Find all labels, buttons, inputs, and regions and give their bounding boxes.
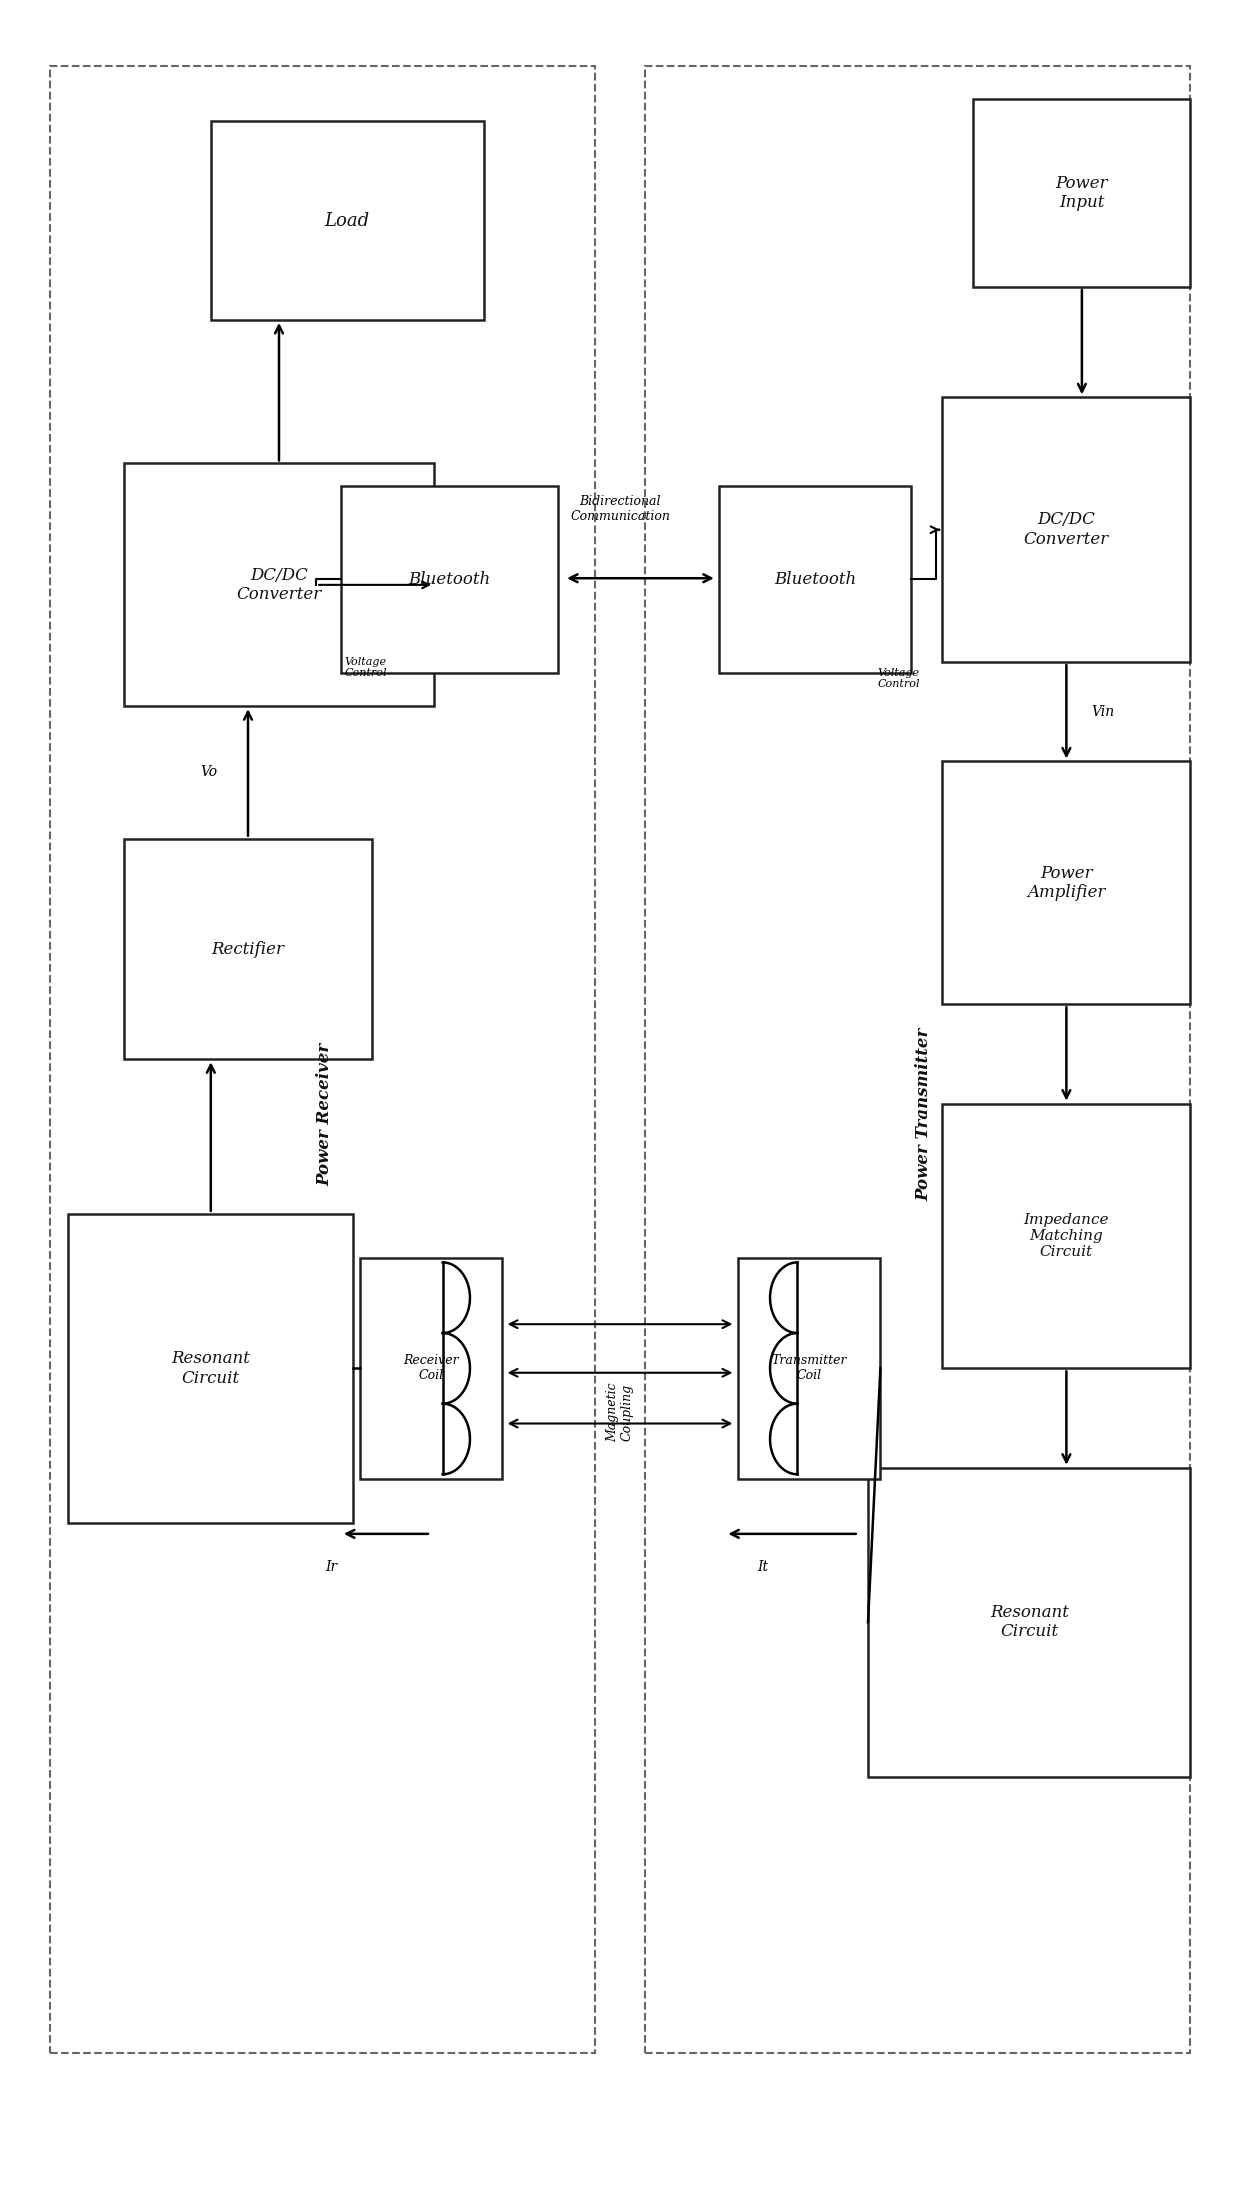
FancyBboxPatch shape xyxy=(68,1214,353,1523)
FancyBboxPatch shape xyxy=(124,839,372,1059)
Text: Resonant
Circuit: Resonant Circuit xyxy=(990,1604,1069,1640)
Text: Power
Amplifier: Power Amplifier xyxy=(1027,865,1106,900)
FancyBboxPatch shape xyxy=(360,1258,502,1479)
FancyBboxPatch shape xyxy=(719,486,911,673)
Text: Impedance
Matching
Circuit: Impedance Matching Circuit xyxy=(1024,1212,1109,1260)
Text: Load: Load xyxy=(325,212,370,230)
Text: Transmitter
Coil: Transmitter Coil xyxy=(771,1355,847,1382)
FancyBboxPatch shape xyxy=(942,397,1190,662)
Text: Bluetooth: Bluetooth xyxy=(774,572,857,587)
Text: Bidirectional
Communication: Bidirectional Communication xyxy=(570,494,670,523)
FancyBboxPatch shape xyxy=(211,121,484,320)
FancyBboxPatch shape xyxy=(124,463,434,706)
Text: Power
Input: Power Input xyxy=(1055,174,1109,212)
FancyBboxPatch shape xyxy=(942,1104,1190,1368)
FancyBboxPatch shape xyxy=(942,761,1190,1004)
Text: DC/DC
Converter: DC/DC Converter xyxy=(1024,512,1109,547)
FancyBboxPatch shape xyxy=(973,99,1190,287)
Text: DC/DC
Converter: DC/DC Converter xyxy=(237,567,321,603)
Text: Power Receiver: Power Receiver xyxy=(316,1044,334,1185)
FancyBboxPatch shape xyxy=(738,1258,880,1479)
Text: Vo: Vo xyxy=(200,766,217,779)
Text: Voltage
Control: Voltage Control xyxy=(345,658,387,678)
FancyBboxPatch shape xyxy=(341,486,558,673)
Text: Voltage
Control: Voltage Control xyxy=(878,669,920,689)
Text: Vin: Vin xyxy=(1091,704,1115,719)
Text: Rectifier: Rectifier xyxy=(212,940,284,958)
Text: Bluetooth: Bluetooth xyxy=(408,572,491,587)
Text: Ir: Ir xyxy=(326,1560,337,1574)
Text: Resonant
Circuit: Resonant Circuit xyxy=(171,1351,250,1386)
Text: It: It xyxy=(758,1560,768,1574)
Text: Magnetic
Coupling: Magnetic Coupling xyxy=(606,1382,634,1443)
Text: Receiver
Coil: Receiver Coil xyxy=(403,1355,459,1382)
Text: Power Transmitter: Power Transmitter xyxy=(915,1028,932,1201)
FancyBboxPatch shape xyxy=(868,1468,1190,1777)
